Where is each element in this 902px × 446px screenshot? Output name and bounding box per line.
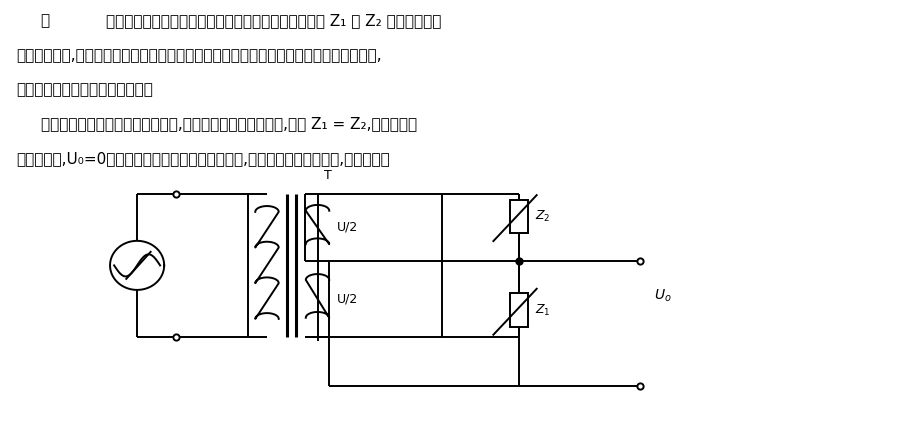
Text: U/2: U/2 — [336, 292, 358, 306]
Text: 图: 图 — [41, 13, 50, 29]
Text: 当差动式电感传感器在初始状态时,两个测量线圈的电感相等,阻抗 Z₁ = Z₂,此时电桥处: 当差动式电感传感器在初始状态时,两个测量线圈的电感相等,阻抗 Z₁ = Z₂,此… — [41, 116, 417, 132]
Text: 个线圈的阻抗,另外两个桥臂为变压器次级绕组。因为电桥的两个桥臂为传感器的差动阻抗,: 个线圈的阻抗,另外两个桥臂为变压器次级绕组。因为电桥的两个桥臂为传感器的差动阻抗… — [16, 48, 382, 63]
Text: $Z_1$: $Z_1$ — [535, 302, 550, 318]
Text: T: T — [324, 169, 331, 182]
Text: 于平衡状态,U₀=0。当差动式电感传感器进行测量时,有一个线圈阻抗在增加,而另一个线: 于平衡状态,U₀=0。当差动式电感传感器进行测量时,有一个线圈阻抗在增加,而另一… — [16, 151, 390, 166]
Text: $Z_2$: $Z_2$ — [535, 209, 550, 224]
Bar — [510, 200, 528, 233]
Text: 是为差动式电感传感器配用的一种交流电桥电路。其中 Z₁ 和 Z₂ 为传感器的两: 是为差动式电感传感器配用的一种交流电桥电路。其中 Z₁ 和 Z₂ 为传感器的两 — [106, 13, 442, 29]
Text: 所以这种电桥又叫差动交流电桥。: 所以这种电桥又叫差动交流电桥。 — [16, 82, 153, 97]
Text: U/2: U/2 — [336, 221, 358, 234]
Bar — [510, 293, 528, 326]
Text: $U_o$: $U_o$ — [654, 288, 672, 304]
